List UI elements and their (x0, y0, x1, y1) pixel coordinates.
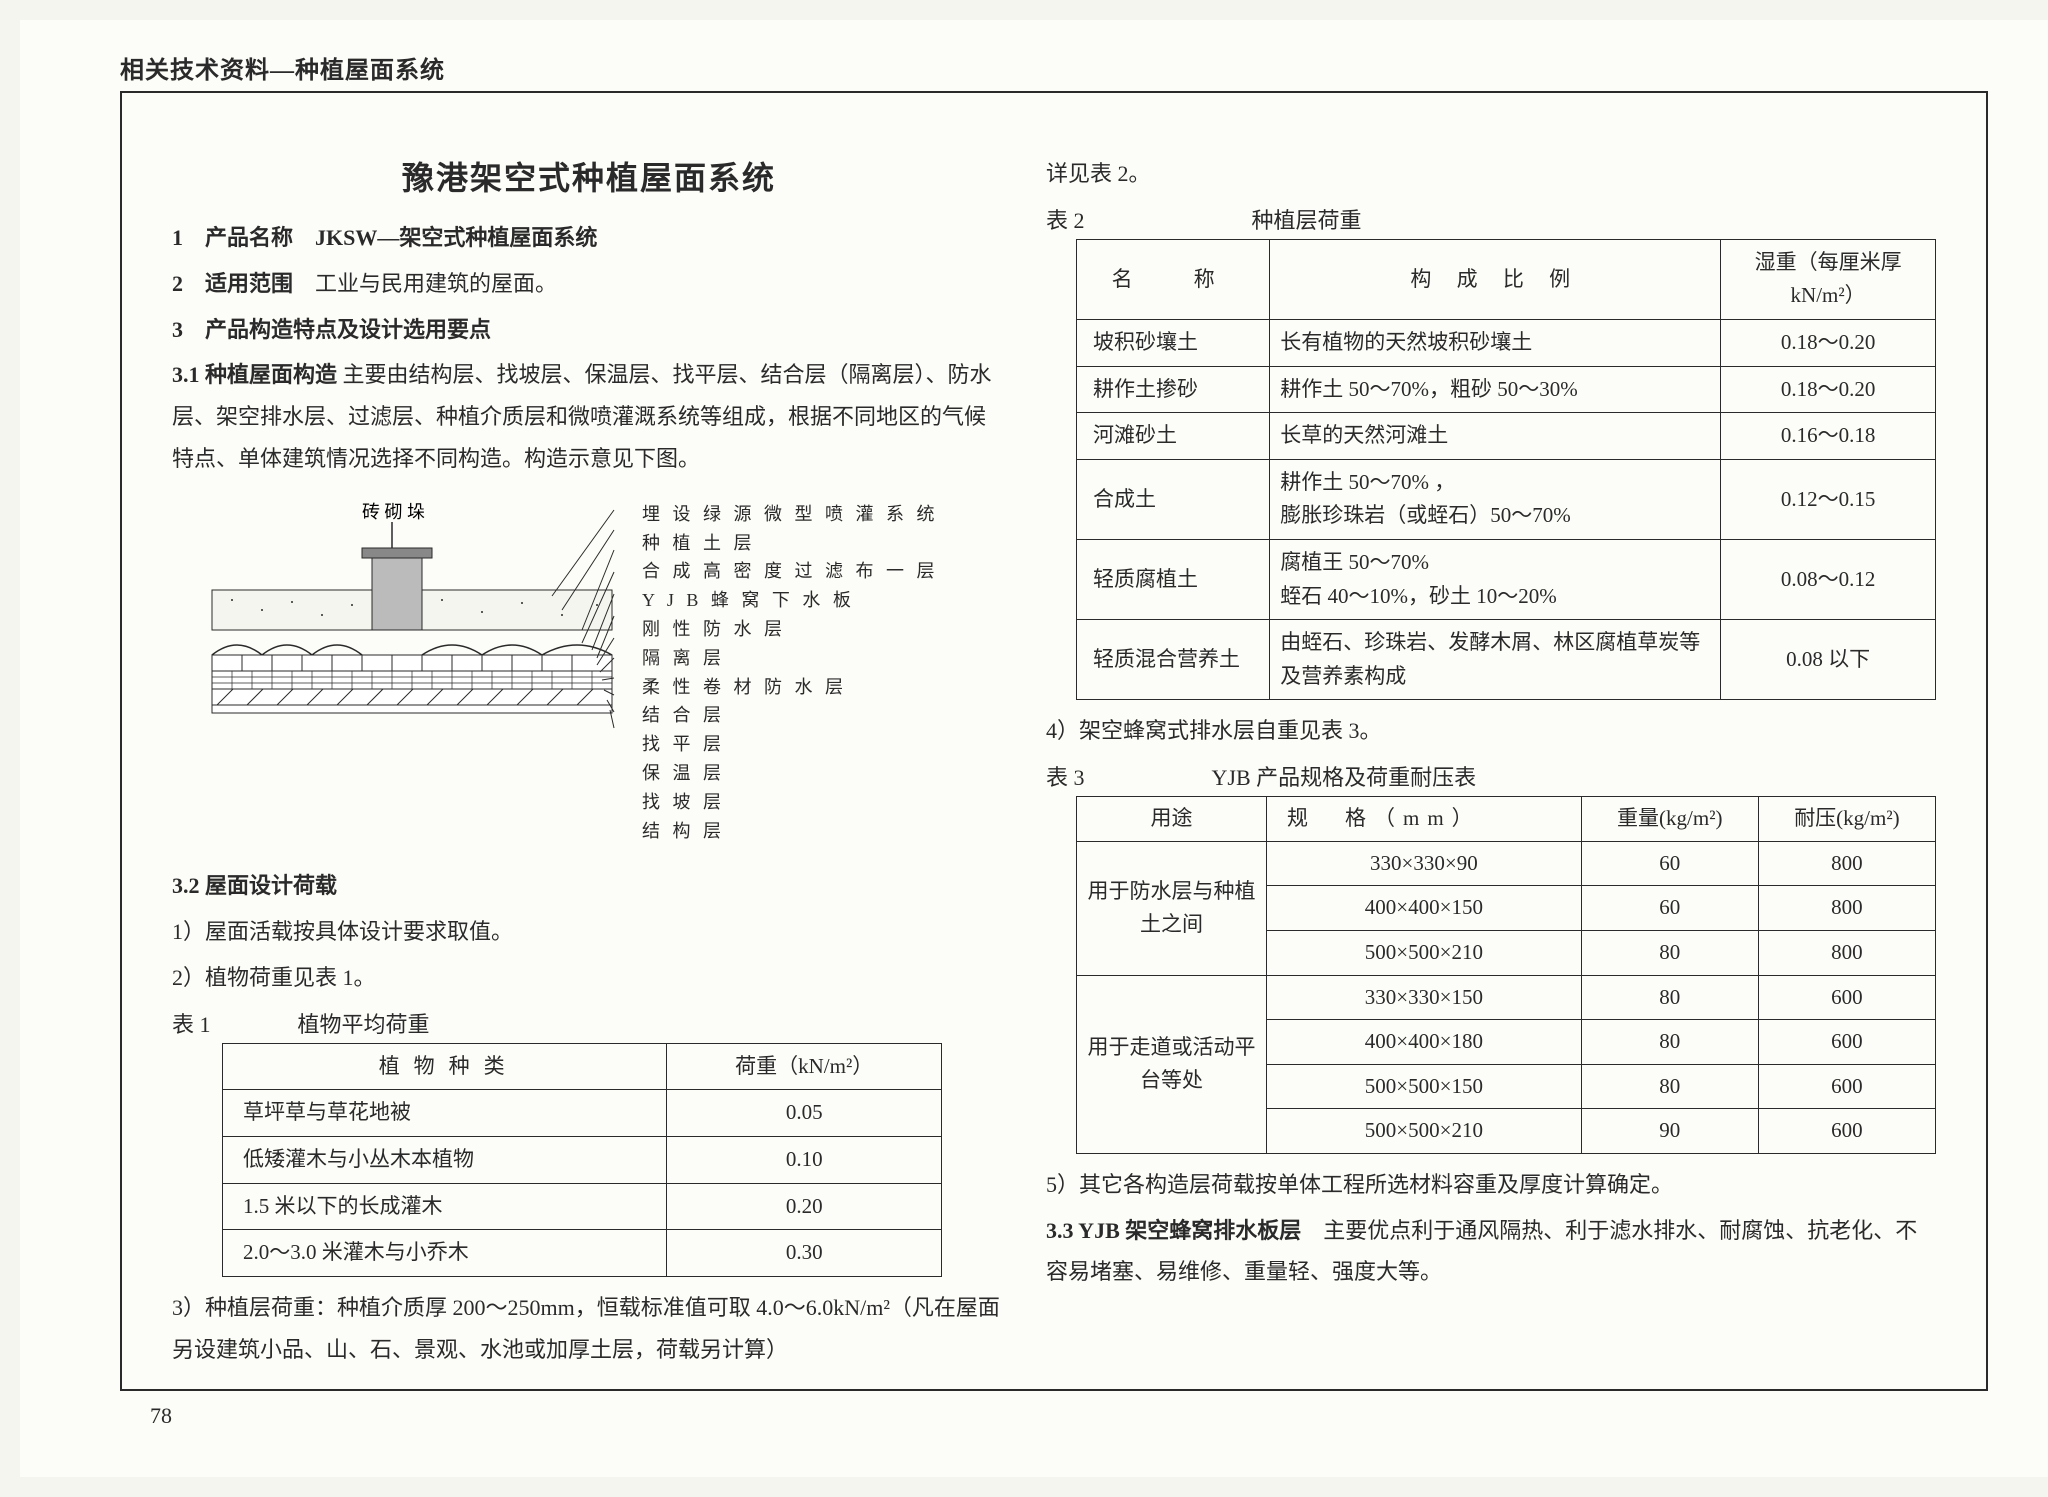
page-header: 相关技术资料—种植屋面系统 (120, 50, 1988, 85)
page-number: 78 (150, 1403, 1988, 1429)
svg-text:砖 砌 垛: 砖 砌 垛 (362, 502, 425, 522)
table1-caption: 表 1 植物平均荷重 (172, 1007, 1006, 1039)
sec-3-2: 3.2 屋面设计荷载 (172, 865, 1006, 907)
sec-3-1: 3.1 种植屋面构造 主要由结构层、找坡层、保温层、找平层、结合层（隔离层）、防… (172, 354, 1006, 479)
table-1: 植物种类荷重（kN/m²） 草坪草与草花地被0.05 低矮灌木与小丛木本植物0.… (222, 1043, 942, 1277)
sec-3: 3 产品构造特点及设计选用要点 (172, 309, 1006, 351)
section-diagram: 砖 砌 垛 (202, 500, 1006, 846)
sec-3-2-2: 2）植物荷重见表 1。 (172, 957, 1006, 999)
sec-5: 5）其它各构造层荷载按单体工程所选材料容重及厚度计算确定。 (1046, 1164, 1936, 1206)
sec-3-2-1: 1）屋面活载按具体设计要求取值。 (172, 911, 1006, 953)
table-3: 用途 规 格（mm） 重量(kg/m²) 耐压(kg/m²) 用于防水层与种植土… (1076, 796, 1936, 1154)
table2-caption: 表 2 种植层荷重 (1046, 203, 1936, 235)
left-column: 豫港架空式种植屋面系统 1 产品名称 JKSW—架空式种植屋面系统 2 适用范围… (172, 153, 1006, 1359)
table3-caption: 表 3 YJB 产品规格及荷重耐压表 (1046, 760, 1936, 792)
see-table-2: 详见表 2。 (1046, 153, 1936, 195)
right-column: 详见表 2。 表 2 种植层荷重 名 称 构 成 比 例 湿重（每厘米厚 kN/… (1046, 153, 1936, 1359)
table-2: 名 称 构 成 比 例 湿重（每厘米厚 kN/m²） 坡积砂壤土长有植物的天然坡… (1076, 239, 1936, 701)
content-frame: 豫港架空式种植屋面系统 1 产品名称 JKSW—架空式种植屋面系统 2 适用范围… (120, 91, 1988, 1391)
main-title: 豫港架空式种植屋面系统 (172, 153, 1006, 199)
sec-2: 2 适用范围 工业与民用建筑的屋面。 (172, 263, 1006, 305)
roof-section-diagram: 砖 砌 垛 (202, 500, 622, 760)
diagram-label-list: 埋 设 绿 源 微 型 喷 灌 系 统 种 植 土 层 合 成 高 密 度 过 … (642, 500, 939, 846)
sec-4: 4）架空蜂窝式排水层自重见表 3。 (1046, 710, 1936, 752)
sec-3-3: 3.3 YJB 架空蜂窝排水板层 主要优点利于通风隔热、利于滤水排水、耐腐蚀、抗… (1046, 1210, 1936, 1294)
sec-3-2-3: 3）种植层荷重：种植介质厚 200～250mm，恒载标准值可取 4.0～6.0k… (172, 1287, 1006, 1371)
sec-1: 1 产品名称 JKSW—架空式种植屋面系统 (172, 217, 1006, 259)
